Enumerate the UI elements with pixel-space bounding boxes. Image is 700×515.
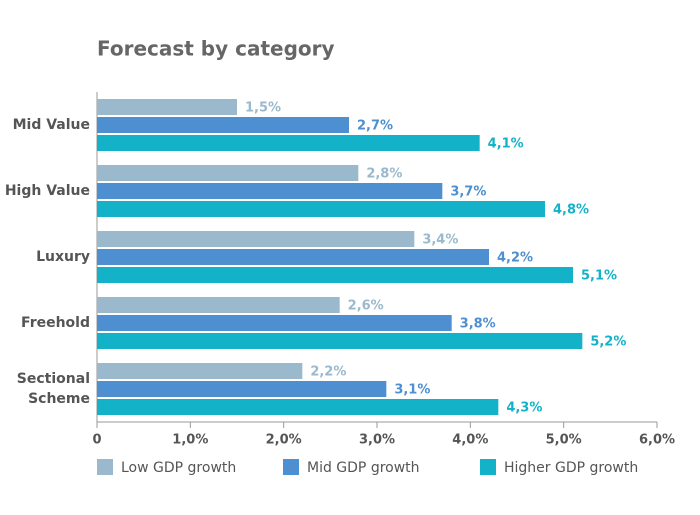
legend-swatch — [283, 459, 299, 475]
bar — [97, 381, 387, 397]
data-label: 3,1% — [394, 383, 430, 398]
bar — [97, 165, 359, 181]
data-label: 2,2% — [310, 365, 346, 380]
data-label: 2,8% — [366, 167, 402, 182]
x-tick-label: 4,0% — [452, 433, 488, 448]
legend-label: Low GDP growth — [121, 460, 236, 476]
category-label: Mid Value — [12, 117, 90, 133]
bar — [97, 117, 349, 133]
data-label: 3,7% — [450, 185, 486, 200]
x-tick-label: 0 — [92, 433, 101, 448]
bar — [97, 267, 573, 283]
category-label: Sectional Scheme — [16, 371, 90, 407]
bar — [97, 399, 499, 415]
bar — [97, 249, 489, 265]
data-label: 4,1% — [488, 137, 524, 152]
x-tick-label: 1,0% — [172, 433, 208, 448]
chart-title: Forecast by category — [97, 37, 335, 61]
bar — [97, 99, 237, 115]
legend-label: Higher GDP growth — [504, 460, 638, 476]
data-label: 3,8% — [460, 317, 496, 332]
category-label: Luxury — [36, 249, 90, 265]
data-label: 3,4% — [422, 233, 458, 248]
data-label: 2,6% — [348, 299, 384, 314]
data-label: 4,3% — [506, 401, 542, 416]
data-label: 1,5% — [245, 101, 281, 116]
legend-label: Mid GDP growth — [307, 460, 420, 476]
category-label: Freehold — [21, 315, 90, 331]
bar — [97, 315, 452, 331]
category-label: High Value — [4, 183, 90, 199]
data-label: 5,2% — [590, 335, 626, 350]
bar — [97, 135, 480, 151]
bar — [97, 363, 303, 379]
x-tick-label: 6,0% — [639, 433, 675, 448]
bar — [97, 297, 340, 313]
legend-swatch — [97, 459, 113, 475]
data-label: 4,8% — [553, 203, 589, 218]
data-label: 4,2% — [497, 251, 533, 266]
legend-swatch — [480, 459, 496, 475]
data-label: 2,7% — [357, 119, 393, 134]
data-label: 5,1% — [581, 269, 617, 284]
x-tick-label: 5,0% — [546, 433, 582, 448]
x-tick-label: 3,0% — [359, 433, 395, 448]
bar — [97, 333, 583, 349]
bar — [97, 183, 443, 199]
bar — [97, 201, 545, 217]
x-tick-label: 2,0% — [266, 433, 302, 448]
bar — [97, 231, 415, 247]
